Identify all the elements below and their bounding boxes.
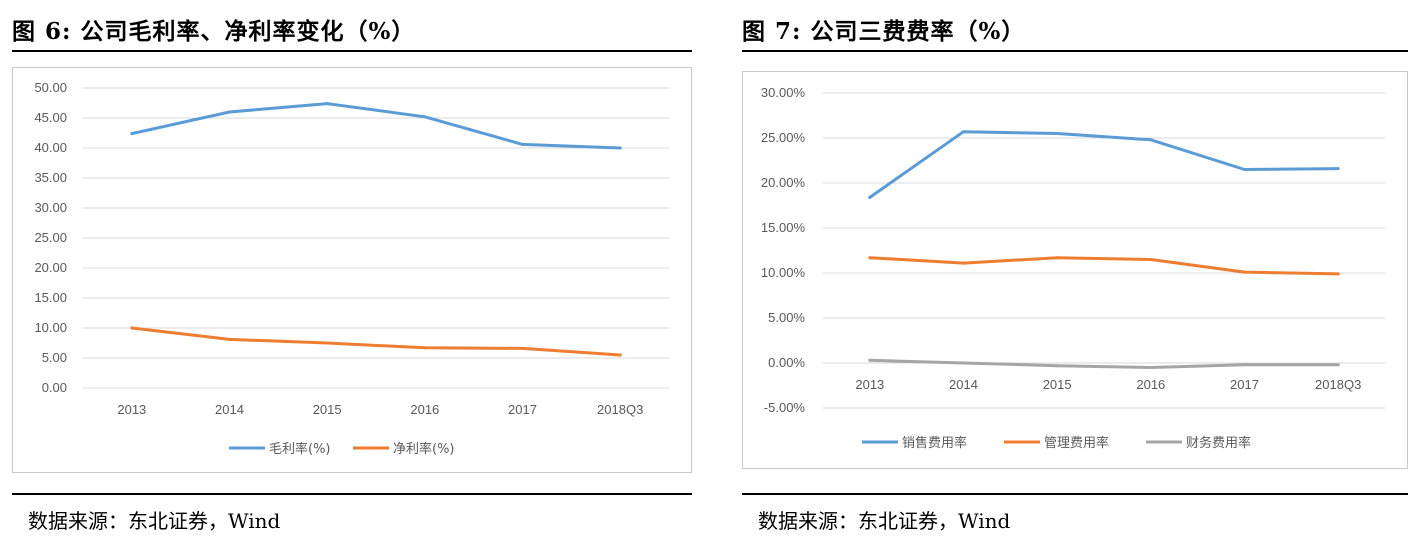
y-tick-label: 40.00: [34, 140, 67, 155]
data-point: [868, 358, 872, 362]
y-tick-label: 0.00: [42, 380, 67, 395]
data-point: [962, 261, 965, 265]
legend-label: 销售费用率: [902, 435, 967, 451]
source-rule: [12, 493, 692, 495]
y-tick-label: 50.00: [34, 80, 67, 95]
data-point: [1336, 363, 1340, 367]
y-tick-label: 10.00: [34, 320, 67, 335]
x-tick-label: 2013: [855, 377, 884, 392]
x-tick-label: 2016: [410, 402, 439, 417]
y-tick-label: 45.00: [34, 110, 67, 125]
line-chart-expense-ratios: -5.00% 0.00% 5.00% 10.00% 15.00% 20.00% 25.00%…: [761, 85, 1385, 451]
title-rule: [12, 50, 692, 52]
data-point: [423, 115, 427, 119]
legend-label: 管理费用率: [1044, 435, 1109, 451]
x-tick-label: 2015: [1043, 377, 1072, 392]
data-point: [130, 326, 134, 330]
series-line: [130, 326, 622, 357]
chart-frame: 0.00 5.00 10.00 15.00 20.00 25.00 30.00 35.00 40…: [12, 67, 692, 473]
data-point: [618, 353, 622, 357]
legend-label: 净利率(%): [393, 441, 455, 457]
y-tick-label: 5.00: [42, 350, 67, 365]
source-rule: [742, 493, 1408, 495]
figure-6: 图 6: 公司毛利率、净利率变化（%） 0.00 5.00 10.00 15.00 20…: [12, 0, 692, 538]
legend-label: 毛利率(%): [269, 441, 331, 457]
data-point: [1336, 272, 1340, 276]
source-note: 数据来源：东北证券，Wind: [758, 509, 1011, 533]
series-line: [868, 358, 1340, 369]
data-point: [868, 195, 872, 199]
data-point: [1243, 363, 1246, 367]
y-tick-label: 25.00%: [761, 130, 806, 145]
data-point: [1336, 167, 1340, 171]
data-point: [228, 110, 231, 114]
x-tick-label: 2015: [313, 402, 342, 417]
x-tick-label: 2017: [508, 402, 537, 417]
y-tick-label: 0.00%: [768, 355, 805, 370]
series-line: [868, 130, 1340, 199]
y-tick-label: 15.00: [34, 290, 67, 305]
data-point: [1243, 168, 1246, 171]
figure-title: 图 7: 公司三费费率（%）: [742, 18, 1026, 45]
y-tick-label: 30.00: [34, 200, 67, 215]
data-point: [618, 146, 622, 150]
x-tick-label: 2014: [949, 377, 978, 392]
data-point: [1243, 270, 1246, 274]
data-point: [1149, 366, 1153, 369]
y-tick-label: 20.00%: [761, 175, 806, 190]
data-point: [1055, 364, 1059, 368]
y-tick-label: 30.00%: [761, 85, 806, 100]
data-point: [1055, 132, 1059, 135]
legend: 销售费用率 管理费用率 财务费用率: [862, 435, 1251, 451]
data-point: [325, 341, 329, 345]
data-point: [962, 361, 965, 365]
legend: 毛利率(%) 净利率(%): [229, 441, 455, 457]
series-line: [130, 102, 622, 150]
data-point: [423, 346, 427, 350]
chart-frame: -5.00% 0.00% 5.00% 10.00% 15.00% 20.00% 25.00%…: [742, 71, 1408, 469]
series-line: [868, 256, 1340, 276]
y-tick-label: 20.00: [34, 260, 67, 275]
title-rule: [742, 50, 1408, 52]
data-point: [1055, 256, 1059, 260]
x-tick-label: 2013: [117, 402, 146, 417]
data-point: [1149, 138, 1153, 142]
y-tick-label: -5.00%: [764, 400, 806, 415]
data-point: [325, 102, 329, 106]
data-point: [228, 337, 231, 341]
x-tick-label: 2017: [1230, 377, 1259, 392]
figure-7: 图 7: 公司三费费率（%） -5.00% 0.00% 5.00% 10.00% 15.…: [742, 0, 1408, 538]
legend-label: 财务费用率: [1186, 435, 1251, 451]
x-tick-label: 2014: [215, 402, 244, 417]
line-chart-margins: 0.00 5.00 10.00 15.00 20.00 25.00 30.00 35.00 40…: [34, 80, 669, 457]
x-tick-label: 2018Q3: [597, 402, 643, 417]
data-point: [130, 132, 134, 136]
source-note: 数据来源：东北证券，Wind: [28, 509, 281, 533]
y-tick-label: 15.00%: [761, 220, 806, 235]
y-tick-label: 5.00%: [768, 310, 805, 325]
x-tick-label: 2018Q3: [1315, 377, 1361, 392]
data-point: [521, 346, 524, 350]
y-tick-label: 10.00%: [761, 265, 806, 280]
data-point: [1149, 258, 1153, 261]
x-tick-label: 2016: [1136, 377, 1165, 392]
data-point: [962, 130, 965, 134]
data-point: [868, 256, 872, 260]
y-tick-label: 35.00: [34, 170, 67, 185]
y-tick-label: 25.00: [34, 230, 67, 245]
data-point: [521, 142, 524, 146]
figure-title: 图 6: 公司毛利率、净利率变化（%）: [12, 18, 416, 45]
